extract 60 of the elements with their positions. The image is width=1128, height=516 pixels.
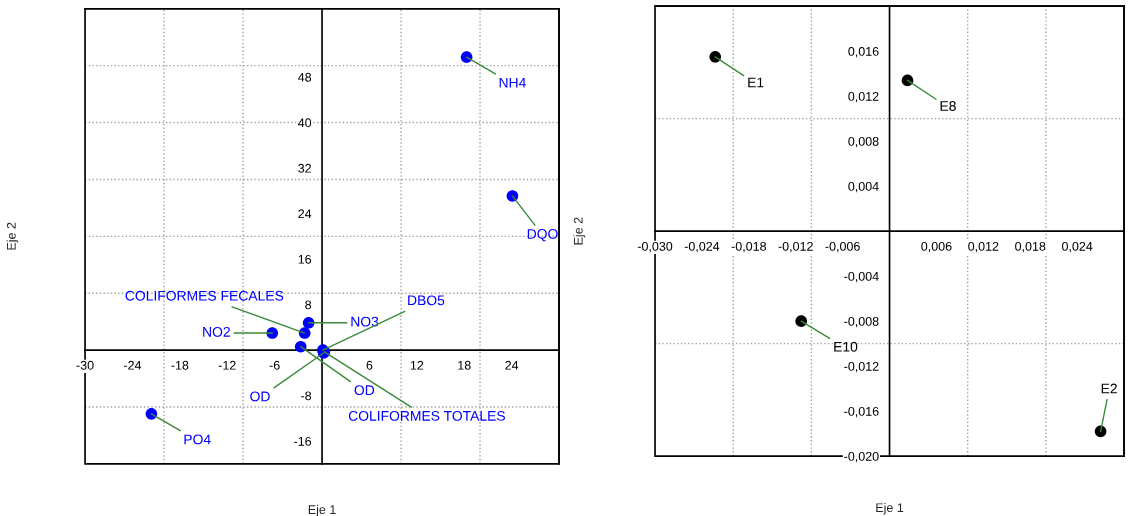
- x-axis-title: Eje 1: [308, 504, 336, 516]
- annotation: OD: [354, 385, 375, 396]
- point: [145, 408, 158, 420]
- x-tick-label: -18: [171, 360, 189, 370]
- x-tick-label: 0,012: [968, 241, 999, 253]
- annotation: NO2: [203, 326, 230, 337]
- y-axis-title: Eje 2: [6, 222, 19, 250]
- y-tick-label: 0,012: [848, 91, 879, 103]
- x-tick-label: 0,006: [921, 241, 952, 253]
- y-tick-label: -8: [301, 391, 312, 401]
- y-tick-label: 0,008: [848, 136, 879, 148]
- y-tick-label: -0,008: [844, 316, 879, 328]
- x-tick-label: -6: [269, 360, 280, 370]
- y-tick-label: 24: [298, 209, 312, 219]
- annotation: E10: [834, 341, 858, 352]
- point: [302, 316, 315, 329]
- y-tick-label: 32: [298, 163, 311, 173]
- annotation: E8: [940, 101, 956, 111]
- point: [1094, 425, 1107, 438]
- x-tick-label: -0,018: [731, 241, 767, 253]
- x-tick-label: 0,024: [1062, 241, 1093, 253]
- y-tick-label: 16: [298, 254, 312, 264]
- annotation: COLIFORMES FECALES: [125, 290, 284, 301]
- x-tick-label: 24: [505, 360, 519, 370]
- point: [506, 190, 519, 202]
- annotation: NH4: [499, 77, 526, 88]
- x-tick-label: 12: [410, 360, 424, 370]
- y-tick-label: 8: [305, 300, 312, 310]
- x-tick-label: -30: [76, 360, 94, 370]
- annotation: COLIFORMES TOTALES: [348, 410, 505, 421]
- y-tick-label: -0,016: [844, 406, 879, 418]
- annotation: DBO5: [408, 295, 445, 306]
- y-tick-label: 0,016: [848, 46, 879, 58]
- annotation: PO4: [184, 434, 211, 445]
- annotation: E2: [1101, 383, 1117, 394]
- y-tick-label: -0,004: [844, 271, 879, 283]
- x-tick-label: -0,030: [637, 241, 673, 253]
- point: [298, 327, 311, 339]
- y-tick-label: 48: [298, 72, 312, 82]
- x-tick-label: -24: [123, 360, 142, 370]
- y-tick-label: -16: [294, 436, 312, 446]
- x-tick-label: -0,012: [778, 241, 813, 253]
- x-tick-label: -0,024: [684, 241, 720, 253]
- annotation: OD: [250, 391, 270, 402]
- x-tick-label: -12: [218, 360, 236, 370]
- point: [795, 315, 808, 327]
- x-tick-label: 0,018: [1015, 241, 1046, 253]
- y-tick-label: -0,020: [844, 451, 879, 463]
- x-tick-label: 6: [366, 360, 373, 370]
- x-tick-label: -0,006: [825, 241, 860, 253]
- annotation: E1: [748, 77, 764, 88]
- y-tick-label: 40: [298, 118, 312, 128]
- point: [709, 51, 722, 63]
- y-axis-title: Eje 2: [573, 217, 586, 245]
- x-axis-title: Eje 1: [876, 502, 904, 515]
- annotation: NO3: [351, 316, 379, 327]
- y-tick-label: 0,004: [848, 181, 879, 193]
- point: [460, 51, 473, 63]
- x-tick-label: 18: [458, 360, 471, 370]
- annotation: DQO: [527, 228, 558, 242]
